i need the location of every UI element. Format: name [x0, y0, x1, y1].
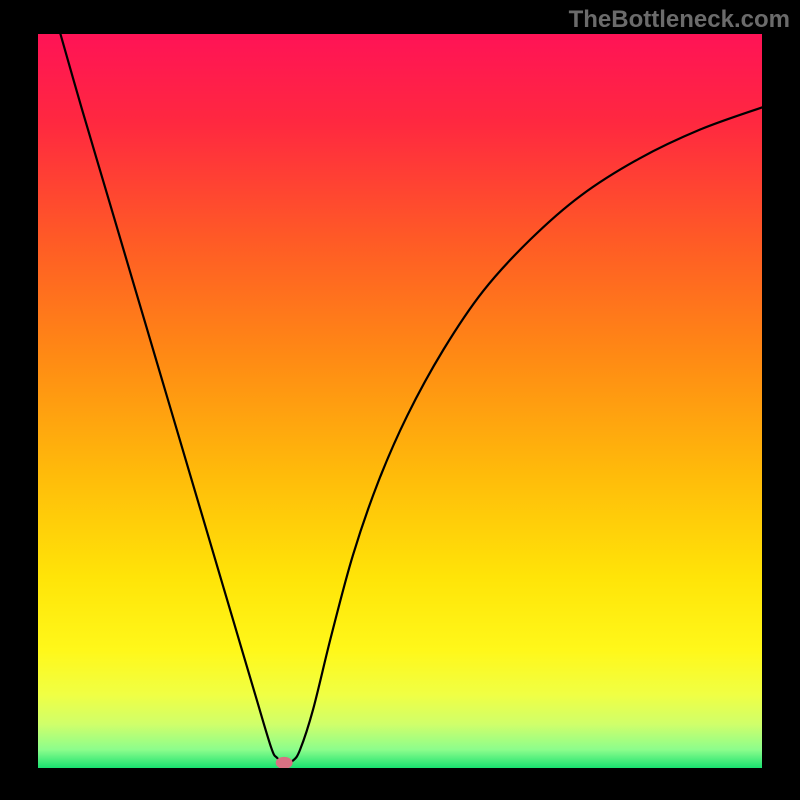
chart-canvas: TheBottleneck.com — [0, 0, 800, 800]
plot-background — [38, 34, 762, 768]
watermark-text: TheBottleneck.com — [569, 6, 790, 34]
optimum-marker — [276, 757, 292, 768]
bottleneck-plot-svg — [38, 34, 762, 768]
plot-area — [38, 34, 762, 768]
